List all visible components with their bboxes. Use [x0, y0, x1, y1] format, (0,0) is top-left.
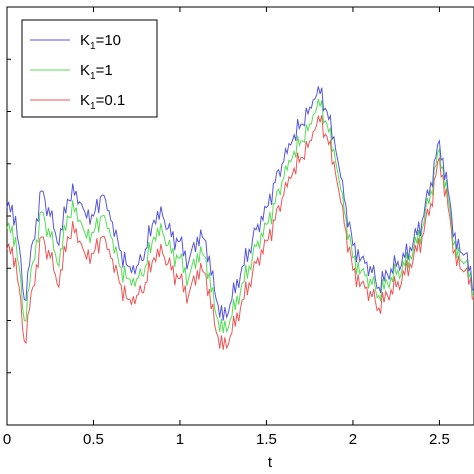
series-line: [6, 86, 474, 321]
y-axis-ticks: [7, 6, 11, 426]
x-tick-label: 0: [3, 431, 11, 448]
series-line: [6, 115, 474, 350]
x-axis-label: t: [268, 454, 273, 471]
x-tick-label: 2: [349, 431, 357, 448]
x-tick-label: 0.5: [83, 431, 104, 448]
x-tick-label: 1.5: [256, 431, 277, 448]
legend-label-main: K: [80, 32, 90, 49]
legend-label-rest: =1: [96, 62, 113, 79]
legend-label-main: K: [80, 62, 90, 79]
legend-label: K1=0.1: [80, 92, 125, 112]
series-line: [6, 98, 474, 334]
legend-label-rest: =0.1: [96, 92, 126, 109]
legend-label-sub: 1: [90, 41, 96, 52]
legend-label-rest: =10: [96, 32, 121, 49]
x-tick-label: 1: [176, 431, 184, 448]
legend-label-sub: 1: [90, 101, 96, 112]
legend-label-sub: 1: [90, 71, 96, 82]
legend-box: [21, 19, 158, 118]
series-layer: [6, 86, 474, 350]
x-tick-label: 2.5: [429, 431, 450, 448]
legend-label: K1=10: [80, 32, 121, 52]
x-axis-ticks: 0 0.5 1 1.5 2 2.5: [3, 7, 450, 448]
legend-label: K1=1: [80, 62, 113, 82]
legend-label-main: K: [80, 92, 90, 109]
